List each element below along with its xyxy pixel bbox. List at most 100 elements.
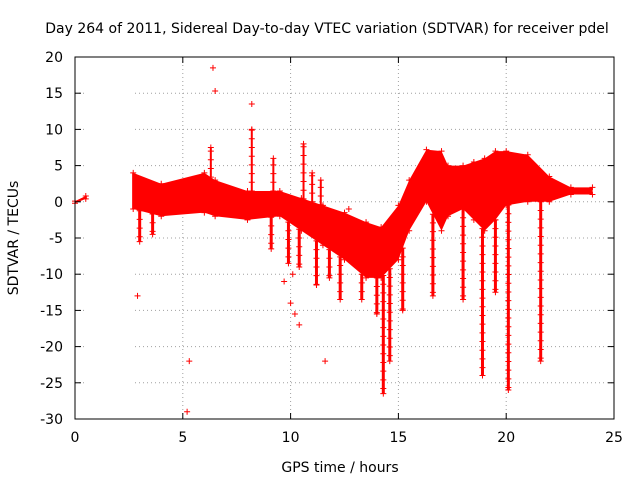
x-tick-label: 5 [178, 430, 187, 446]
outlier-point [281, 278, 288, 285]
data-point [505, 367, 512, 374]
data-point [429, 280, 436, 287]
data-point [505, 349, 512, 356]
data-point [386, 291, 393, 298]
data-point [276, 213, 283, 220]
data-point [492, 225, 499, 232]
data-point [386, 274, 393, 281]
data-point [537, 311, 544, 318]
y-tick-label: 0 [54, 195, 63, 211]
data-point [373, 311, 380, 318]
data-point [300, 169, 307, 176]
data-point [285, 260, 292, 267]
data-point [567, 184, 574, 191]
data-point [503, 148, 510, 155]
data-point [537, 303, 544, 310]
data-point [380, 385, 387, 392]
data-point [479, 321, 486, 328]
data-point [207, 165, 214, 172]
data-point [248, 187, 255, 194]
data-point [589, 191, 596, 198]
data-point [380, 324, 387, 331]
data-point [524, 151, 531, 158]
data-point [505, 323, 512, 330]
data-point [460, 296, 467, 303]
x-tick-label: 0 [71, 430, 80, 446]
data-point [300, 178, 307, 185]
data-point [589, 184, 596, 191]
data-point [136, 207, 143, 214]
data-point [406, 227, 413, 234]
data-point [567, 191, 574, 198]
outlier-point [134, 292, 141, 299]
data-point [399, 279, 406, 286]
data-point [309, 169, 316, 176]
data-point [136, 216, 143, 223]
data-point [505, 228, 512, 235]
data-point [380, 298, 387, 305]
data-point [386, 283, 393, 290]
data-point [380, 359, 387, 366]
data-point [524, 198, 531, 205]
data-point [460, 223, 467, 230]
data-point [460, 162, 467, 169]
data-point [505, 219, 512, 226]
data-point [296, 235, 303, 241]
data-point [317, 193, 324, 200]
data-point [337, 253, 344, 260]
data-point [244, 216, 251, 223]
data-point [285, 219, 292, 226]
data-point [399, 262, 406, 269]
y-tick-label: 5 [54, 159, 63, 175]
data-layer [72, 58, 596, 418]
data-point [479, 312, 486, 319]
data-point [358, 271, 365, 278]
y-tick-label: 10 [45, 122, 63, 138]
data-point [207, 144, 214, 151]
data-point [444, 162, 451, 169]
data-point [313, 255, 320, 262]
data-point [319, 242, 326, 249]
data-point [285, 245, 292, 252]
data-point [429, 219, 436, 226]
data-point [149, 219, 156, 226]
data-point [130, 169, 137, 176]
data-point [537, 337, 544, 344]
data-point [207, 174, 214, 181]
data-point [201, 169, 208, 176]
data-point [537, 358, 544, 365]
outlier-point [186, 358, 193, 365]
data-point [429, 237, 436, 244]
data-point [492, 277, 499, 284]
data-point [444, 213, 451, 220]
data-point [248, 170, 255, 177]
data-point [380, 390, 387, 397]
data-point [505, 210, 512, 217]
data-point [296, 252, 303, 259]
data-point [470, 216, 477, 223]
data-point [363, 219, 370, 226]
data-point [248, 135, 255, 142]
data-point [537, 276, 544, 283]
data-point [460, 249, 467, 256]
data-point [505, 306, 512, 313]
data-point [537, 198, 544, 205]
data-point [358, 279, 365, 286]
data-point [492, 251, 499, 258]
data-point [399, 307, 406, 314]
data-point [326, 263, 333, 270]
data-point [386, 300, 393, 307]
y-tick-label: 15 [45, 86, 63, 102]
data-point [505, 297, 512, 304]
data-point [546, 198, 553, 205]
data-point [479, 242, 486, 249]
outlier-point [322, 358, 329, 365]
data-point [201, 209, 208, 216]
outlier-point [184, 408, 191, 415]
data-point [537, 346, 544, 353]
data-point [399, 253, 406, 260]
x-axis-label: GPS time / hours [281, 460, 398, 476]
data-point [373, 292, 380, 299]
data-point [505, 332, 512, 339]
data-point [460, 258, 467, 265]
